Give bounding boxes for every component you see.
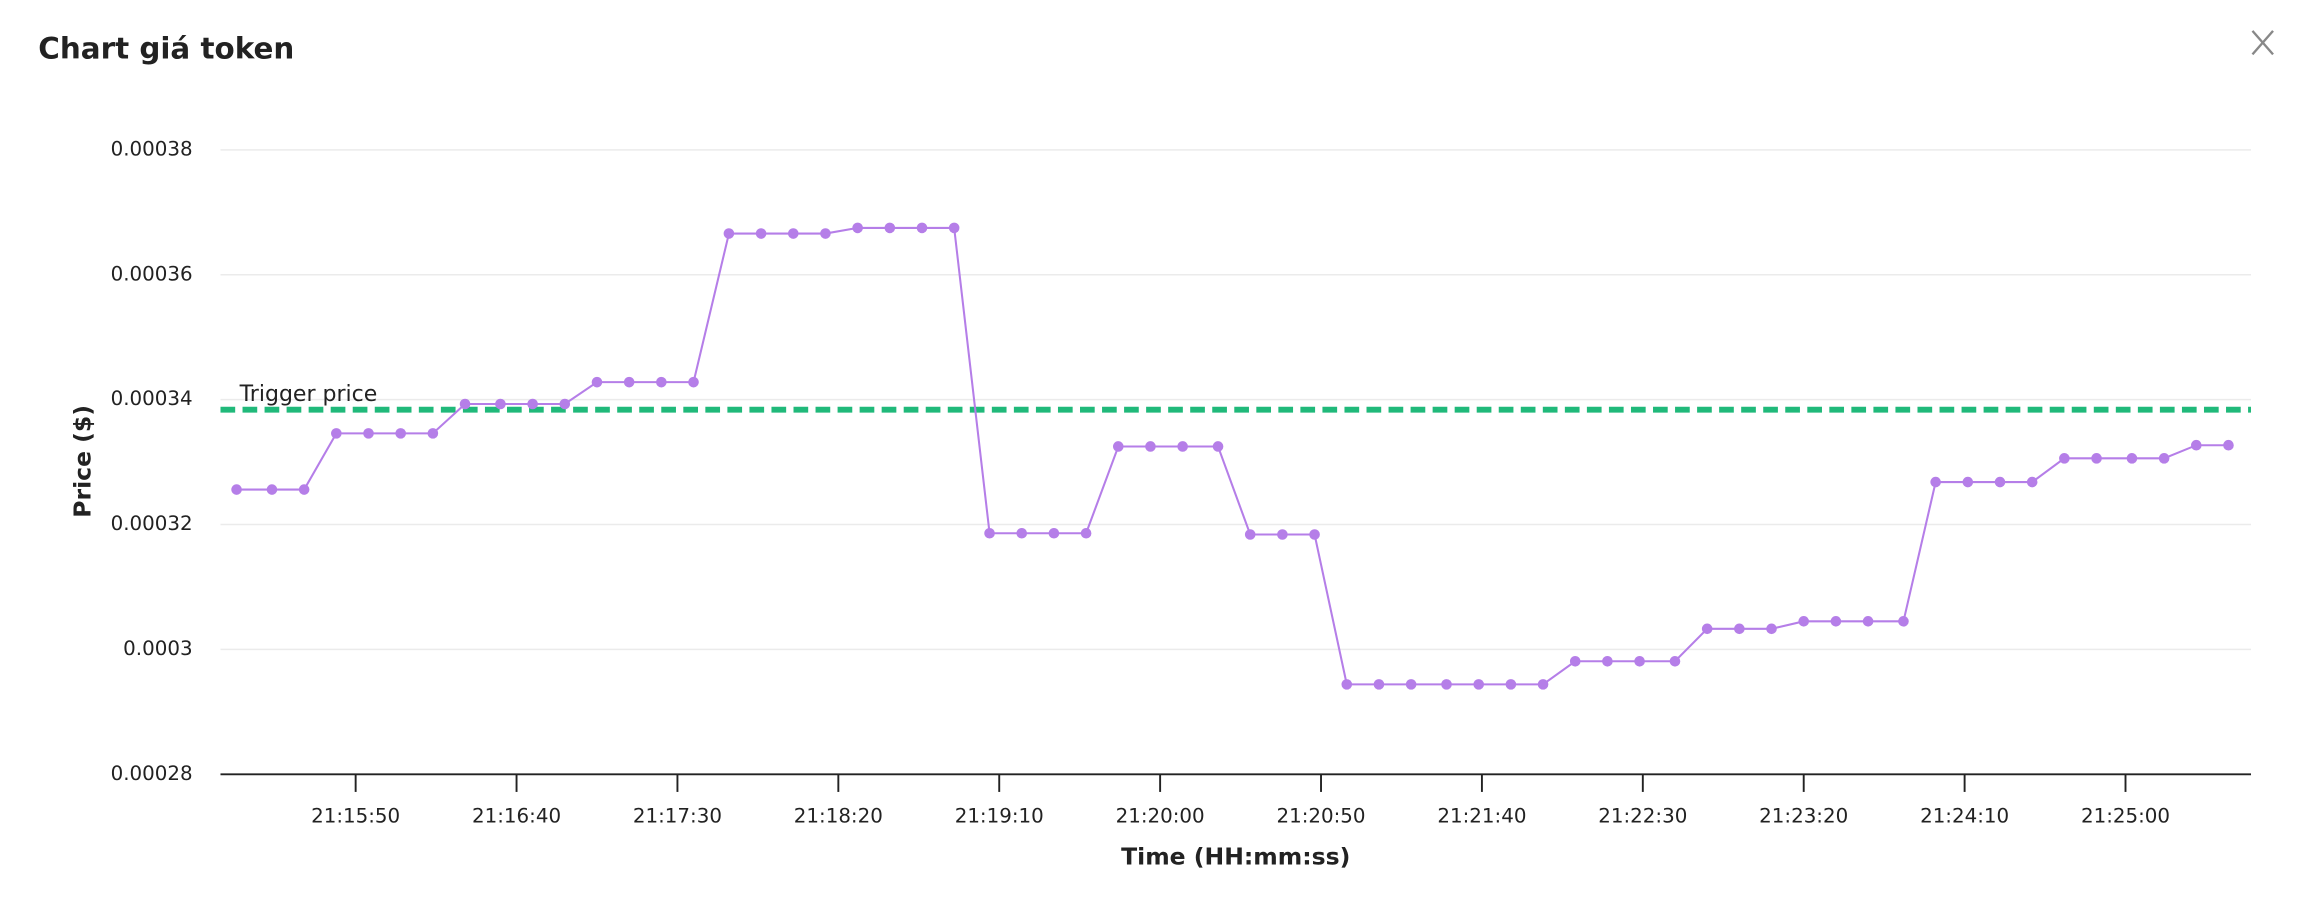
price-point [2091,453,2102,464]
price-point [723,228,735,239]
price-point [1277,529,1288,540]
trigger-label: Trigger price [239,382,378,407]
price-point [527,398,538,410]
price-point [1537,679,1549,690]
price-point [1212,441,1224,452]
price-point [2059,453,2070,464]
price-point [1405,679,1417,690]
price-point [2158,453,2170,464]
y-tick-label: 0.00038 [111,137,193,160]
price-point [1341,679,1353,690]
price-point [656,376,667,388]
price-point [1048,527,1060,539]
price-point [1669,655,1681,667]
price-point [1473,679,1484,690]
y-tick-label: 0.00032 [111,512,193,535]
price-point [1734,623,1745,635]
x-tick-label: 21:19:10 [955,804,1044,827]
price-point [427,428,439,439]
price-point [1505,679,1517,690]
x-tick-label: 21:20:00 [1116,804,1205,827]
price-point [1701,623,1713,635]
price-point [1373,679,1385,690]
price-point [559,398,571,410]
price-point [395,428,406,439]
price-point [1441,679,1452,690]
price-point [1930,476,1941,488]
price-point [984,527,995,539]
price-point [688,376,699,388]
x-tick-label: 21:18:20 [794,804,883,827]
y-axis-title: Price ($) [68,405,96,518]
x-tick-label: 21:21:40 [1437,804,1526,827]
price-point [755,228,767,239]
price-point [1244,529,1256,540]
price-point [1145,441,1156,452]
price-point [2223,439,2234,451]
price-point [298,484,310,495]
price-point [884,222,896,234]
price-point [1602,655,1613,667]
price-point [1862,616,1874,627]
price-point [1994,476,2006,488]
price-point [1798,616,1810,627]
price-point [1634,655,1645,667]
price-point [820,228,831,239]
price-point [852,222,863,234]
dialog-title: Chart giá token [38,31,294,65]
x-tick-label: 21:20:50 [1276,804,1365,827]
price-point [1177,441,1188,452]
price-point [2026,476,2038,488]
price-point [623,376,635,388]
y-tick-label: 0.00028 [111,762,193,785]
y-tick-label: 0.00036 [111,262,193,285]
price-point [916,222,928,234]
x-tick-label: 21:24:10 [1920,804,2009,827]
price-point [1830,616,1842,627]
price-line [236,226,2229,686]
price-point [266,484,278,495]
x-tick-label: 21:17:30 [633,804,722,827]
price-point [948,222,960,234]
price-point [591,376,603,388]
y-tick-label: 0.00034 [111,387,193,410]
x-tick-label: 21:16:40 [472,804,561,827]
price-point [1898,616,1909,627]
price-point [459,398,471,410]
price-point [1080,527,1092,539]
price-point [231,484,242,495]
close-button[interactable] [2251,30,2274,56]
x-axis-title: Time (HH:mm:ss) [1121,843,1350,871]
price-point [1766,623,1777,635]
x-tick-label: 21:22:30 [1598,804,1687,827]
price-point [1113,441,1124,452]
price-point [495,398,506,410]
x-tick-label: 21:25:00 [2081,804,2170,827]
price-point [1016,527,1028,539]
price-point [2191,439,2202,451]
price-point [2126,453,2138,464]
x-tick-label: 21:23:20 [1759,804,1848,827]
price-point [1569,655,1581,667]
price-point [787,228,799,239]
price-point [1962,476,1974,488]
price-point [331,428,342,439]
y-tick-label: 0.0003 [123,637,192,660]
price-point [1309,529,1320,540]
x-tick-label: 21:15:50 [311,804,400,827]
price-point [363,428,374,439]
